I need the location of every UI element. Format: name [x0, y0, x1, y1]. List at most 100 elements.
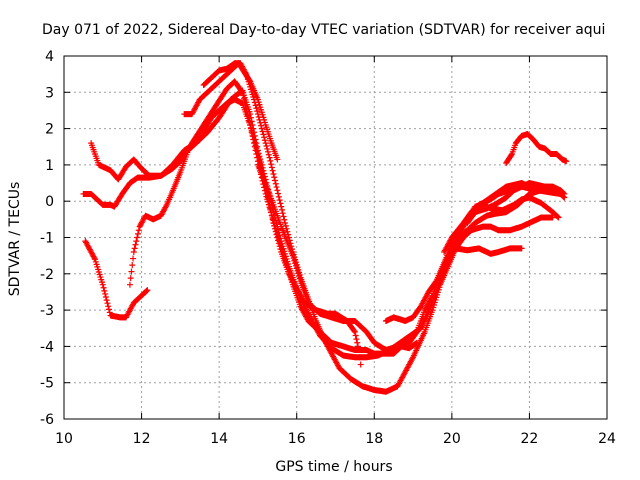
- data-point: [254, 143, 261, 150]
- data-point: [102, 294, 109, 301]
- data-point: [247, 114, 254, 121]
- y-tick-label: 4: [45, 49, 54, 65]
- data-point: [264, 145, 271, 152]
- data-point: [258, 122, 265, 129]
- data-point: [251, 129, 258, 136]
- y-tick-label: -5: [40, 376, 54, 392]
- y-tick-label: -6: [40, 412, 54, 428]
- data-point: [267, 157, 274, 164]
- data-point: [555, 214, 562, 221]
- data-point: [105, 306, 112, 313]
- data-point: [275, 226, 282, 233]
- data-point: [249, 121, 256, 128]
- x-tick-label: 12: [133, 431, 151, 447]
- data-point: [251, 132, 258, 139]
- data-point: [251, 99, 258, 106]
- data-point: [101, 287, 108, 294]
- data-point: [265, 151, 272, 158]
- data-point: [261, 134, 268, 141]
- data-point: [254, 147, 261, 154]
- data-point: [256, 116, 263, 123]
- data-point: [351, 328, 358, 335]
- data-point: [276, 197, 283, 204]
- data-point: [262, 140, 269, 147]
- data-point: [278, 203, 285, 210]
- data-point: [163, 203, 170, 210]
- data-point: [352, 332, 359, 339]
- data-point: [103, 297, 110, 304]
- data-point: [130, 255, 137, 262]
- x-tick-label: 14: [210, 431, 228, 447]
- data-point: [275, 193, 282, 200]
- grid: [64, 56, 607, 419]
- data-point: [105, 303, 112, 310]
- data-point: [258, 158, 265, 165]
- data-point: [257, 119, 264, 126]
- series-track-7: [254, 161, 566, 354]
- data-point: [272, 180, 279, 187]
- y-tick-label: 1: [45, 158, 54, 174]
- data-point: [274, 156, 281, 163]
- x-tick-label: 22: [521, 431, 539, 447]
- data-point: [270, 170, 277, 177]
- data-point: [106, 309, 113, 316]
- data-point: [269, 167, 276, 174]
- x-tick-label: 16: [288, 431, 306, 447]
- data-point: [277, 200, 284, 207]
- data-point: [250, 125, 257, 132]
- data-point: [265, 148, 272, 155]
- x-tick-label: 10: [55, 431, 73, 447]
- data-point: [266, 154, 273, 161]
- data-point: [263, 143, 270, 150]
- data-point: [279, 210, 286, 217]
- data-point: [127, 275, 134, 282]
- data-point: [273, 184, 280, 191]
- data-point: [126, 281, 133, 288]
- data-point: [134, 234, 141, 241]
- data-point: [549, 214, 556, 221]
- data-point: [258, 125, 265, 132]
- data-point: [135, 227, 142, 234]
- data-point: [143, 287, 150, 294]
- data-point: [128, 268, 135, 275]
- data-point: [260, 131, 267, 138]
- data-point: [284, 228, 291, 235]
- x-tick-label: 20: [443, 431, 461, 447]
- data-point: [256, 153, 263, 160]
- data-point: [413, 329, 420, 336]
- data-point: [251, 96, 258, 103]
- data-point: [259, 128, 266, 135]
- data-point: [129, 262, 136, 269]
- data-point: [268, 161, 275, 168]
- data-point: [253, 105, 260, 112]
- y-tick-label: 3: [45, 85, 54, 101]
- series-track-2: [126, 96, 364, 368]
- data-point: [561, 194, 568, 201]
- y-tick-label: 0: [45, 194, 54, 210]
- data-point: [102, 290, 109, 297]
- data-point: [274, 187, 281, 194]
- data-point: [254, 111, 261, 118]
- y-axis-label: SDTVAR / TECUs: [7, 182, 23, 297]
- series-track-11: [456, 194, 562, 234]
- data-point: [280, 213, 287, 220]
- x-tick-label: 24: [598, 431, 616, 447]
- data-point: [247, 111, 254, 118]
- data-point: [560, 193, 567, 200]
- data-point: [277, 235, 284, 242]
- data-point: [134, 230, 141, 237]
- data-point: [281, 216, 288, 223]
- x-axis-label: GPS time / hours: [275, 459, 392, 475]
- data-point: [261, 137, 268, 144]
- data-point: [130, 249, 137, 256]
- x-tick-label: 18: [365, 431, 383, 447]
- y-tick-label: 2: [45, 122, 54, 138]
- data-point: [354, 339, 361, 346]
- data-point: [104, 300, 111, 307]
- data-point: [563, 158, 570, 165]
- data-point: [282, 222, 289, 229]
- data-point: [276, 232, 283, 239]
- data-point: [508, 152, 515, 159]
